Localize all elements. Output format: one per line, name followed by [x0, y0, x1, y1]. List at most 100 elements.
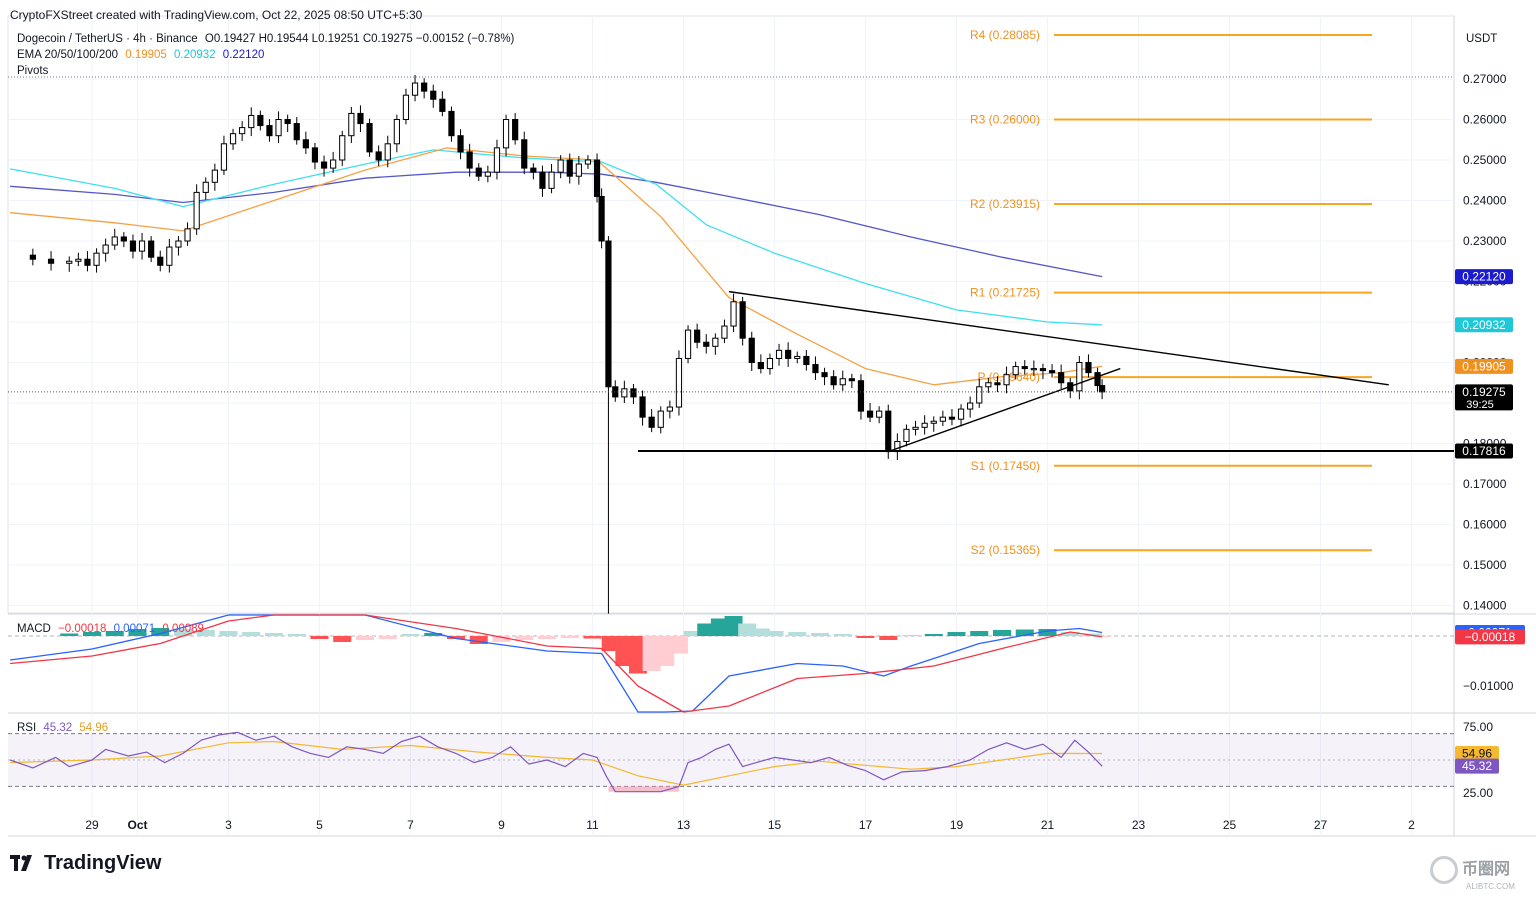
candle-down [475, 167, 482, 177]
macd-signal-line [10, 614, 1103, 713]
macd-histogram-bar [105, 631, 124, 636]
macd-histogram-bar [1084, 633, 1102, 636]
candle-up [239, 127, 246, 135]
candle-down [630, 388, 637, 398]
price-axis-label-text: 0.19905 [1462, 359, 1506, 373]
candle-down [821, 372, 828, 378]
candle-down [648, 416, 655, 428]
rsi-tick-label: 75.00 [1463, 720, 1493, 734]
ema-label[interactable]: EMA 20/50/100/200 [17, 49, 119, 61]
candle-down [120, 236, 127, 242]
price-tick-label: 0.17000 [1463, 477, 1507, 491]
candle-down [948, 416, 956, 420]
candle-up [75, 258, 82, 262]
date-tick-label: 25 [1223, 818, 1237, 832]
watermark-sub: ALIBTC.COM [1466, 881, 1515, 891]
candle-down [857, 380, 865, 412]
price-axis-label [1455, 384, 1513, 411]
candle-down [848, 378, 855, 382]
macd-histogram-bar [128, 629, 147, 636]
pivot-label: R3 (0.26000) [970, 113, 1040, 127]
macd-histogram-bar [924, 634, 943, 636]
price-axis-label [1455, 269, 1513, 285]
date-tick-label: 7 [407, 818, 414, 832]
candle-down [257, 114, 264, 127]
candle-up [275, 119, 282, 137]
candle-up [1030, 368, 1037, 371]
candle-up [166, 246, 173, 266]
macd-histogram-bar [60, 633, 79, 636]
candle-up [175, 240, 182, 248]
macd-histogram-bar [902, 635, 920, 636]
candle-down [512, 119, 519, 141]
rsi-value: 45.32 [43, 722, 73, 734]
candle-up [66, 260, 73, 264]
date-tick-label: 23 [1132, 818, 1146, 832]
candle-up [93, 252, 100, 266]
price-axis-label-text: 0.20932 [1462, 318, 1506, 332]
macd-histogram-bar [656, 636, 675, 666]
pivot-label: S1 (0.17450) [971, 459, 1040, 473]
candle-down [1058, 372, 1065, 384]
pivots-legend[interactable]: Pivots [17, 65, 52, 77]
candle-down [293, 123, 300, 141]
pivot-label: S2 (0.15365) [971, 543, 1040, 557]
macd-histogram-bar [615, 636, 634, 666]
date-tick-label: 11 [586, 818, 599, 832]
ema-50-line [10, 147, 1103, 386]
price-tick-label: 0.15000 [1463, 558, 1507, 572]
candle-down [421, 82, 428, 92]
candle-up [493, 147, 501, 173]
candle-down [311, 147, 319, 163]
rsi-label[interactable]: RSI [17, 722, 37, 734]
date-tick-label: 27 [1314, 818, 1328, 832]
candle-down [302, 139, 309, 149]
rsi-oversold-fill [608, 786, 679, 792]
candle-down [466, 151, 473, 169]
candle-up [930, 420, 937, 424]
symbol-name[interactable]: Dogecoin / TetherUS · 4h · Binance [17, 33, 198, 45]
candle-down [1085, 362, 1092, 374]
candle-down [439, 98, 446, 112]
chart-credit: CryptoFXStreet created with TradingView.… [10, 8, 423, 22]
candle-down [430, 90, 437, 100]
macd-axis-label [1455, 629, 1525, 645]
macd-histogram-bar [401, 634, 420, 636]
macd-hist-value: −0.00018 [58, 623, 107, 635]
macd-histogram-bar [447, 636, 465, 639]
currency-label[interactable]: USDT [1466, 33, 1498, 45]
ema-100-value: 0.20932 [174, 49, 216, 61]
macd-histogram-bar [1061, 632, 1080, 636]
macd-histogram-bar [856, 636, 875, 638]
candle-down [84, 258, 91, 266]
macd-histogram-bar [765, 631, 784, 636]
candle-up [684, 329, 692, 359]
macd-label[interactable]: MACD [17, 623, 51, 635]
candle-up [330, 159, 337, 169]
macd-histogram-bar [669, 636, 688, 654]
tradingview-logo[interactable]: TradingView [10, 852, 161, 875]
price-tick-label: 0.14000 [1463, 599, 1507, 613]
candle-down [1021, 366, 1028, 370]
watermark: 币圈网 ALIBTC.COM [1430, 855, 1515, 891]
price-axis-label [1455, 358, 1513, 374]
trendline [888, 367, 1121, 453]
candle-up [393, 119, 400, 145]
candle-up [111, 236, 118, 246]
ohlc-values: O0.19427 H0.19544 L0.19251 C0.19275 −0.0… [204, 33, 515, 45]
candle-down [539, 171, 546, 189]
macd-line [10, 614, 1103, 713]
candle-up [957, 408, 965, 420]
macd-histogram-bar [174, 629, 192, 636]
date-tick-label: 21 [1041, 818, 1055, 832]
candle-up [557, 159, 564, 173]
candle-up [621, 388, 628, 398]
macd-histogram-bar [947, 632, 966, 636]
macd-layer [8, 614, 1454, 713]
candle-up [794, 355, 801, 359]
date-tick-label: 9 [498, 818, 505, 832]
price-tick-label: 0.23000 [1463, 234, 1507, 248]
price-tick-label: 0.26000 [1463, 113, 1507, 127]
candle-up [1003, 374, 1010, 386]
